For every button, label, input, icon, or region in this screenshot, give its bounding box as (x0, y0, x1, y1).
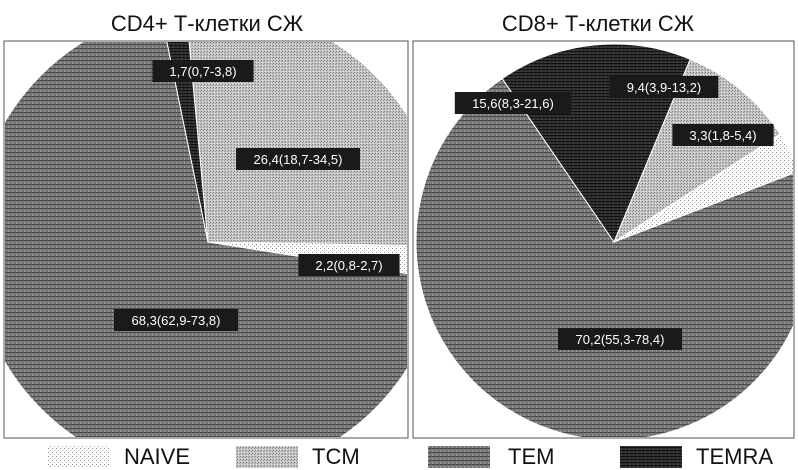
data-label-text: 1,7(0,7-3,8) (169, 64, 236, 79)
legend-label-tcm: TCM (312, 444, 360, 469)
data-label-box (672, 124, 774, 146)
data-label-temra: 1,7(0,7-3,8) (152, 60, 254, 82)
data-label-text: 15,6(8,3-21,6) (472, 96, 554, 111)
data-label-temra: 15,6(8,3-21,6) (454, 92, 572, 114)
data-label-box (454, 92, 572, 114)
data-label-tem: 70,2(55,3-78,4) (558, 328, 682, 350)
legend-swatch-tcm (236, 446, 298, 468)
data-label-text: 3,3(1,8-5,4) (689, 128, 756, 143)
legend-label-tem: TEM (508, 444, 554, 469)
data-label-text: 9,4(3,9-13,2) (627, 80, 701, 95)
pie-slice-naive (207, 241, 407, 275)
legend-label-temra: TEMRA (696, 444, 773, 469)
data-label-text: 2,2(0,8-2,7) (315, 258, 382, 273)
data-label-text: 70,2(55,3-78,4) (576, 332, 665, 347)
pie-slice-tem (415, 77, 793, 437)
data-label-box (114, 309, 238, 331)
pie-slice-tem (5, 42, 407, 437)
pie-slice-tcm (188, 42, 407, 246)
legend-swatch-tem (428, 446, 490, 468)
data-label-tcm: 26,4(18,7-34,5) (236, 148, 360, 170)
data-label-text: 68,3(62,9-73,8) (132, 313, 221, 328)
data-label-box (558, 328, 682, 350)
data-label-box (152, 60, 254, 82)
data-label-text: 26,4(18,7-34,5) (254, 152, 343, 167)
chart-title-cd4: CD4+ Т-клетки СЖ (111, 11, 304, 36)
data-label-naive: 3,3(1,8-5,4) (672, 124, 774, 146)
legend-swatch-temra (620, 446, 682, 468)
data-label-tem: 68,3(62,9-73,8) (114, 309, 238, 331)
pie-cd4: 2,2(0,8-2,7) 26,4(18,7-34,5) 68,3(62,9-73,… (5, 42, 407, 437)
pie-cd8: 3,3(1,8-5,4) 9,4(3,9-13,2) 70,2(55,3-78,4)… (415, 43, 793, 437)
data-label-box (236, 148, 360, 170)
pie-slice-tcm (612, 58, 781, 244)
chart-frame-cd4 (3, 40, 409, 439)
legend: NAIVE TCM TEM TEMRA (48, 444, 773, 469)
legend-label-naive: NAIVE (124, 444, 190, 469)
chart-frame-cd8 (412, 40, 795, 439)
chart-title-cd8: CD8+ Т-клетки СЖ (502, 11, 695, 36)
data-label-naive: 2,2(0,8-2,7) (298, 254, 400, 276)
legend-swatch-naive (48, 446, 110, 468)
data-label-tcm: 9,4(3,9-13,2) (609, 76, 719, 98)
data-label-box (609, 76, 719, 98)
data-label-box (298, 254, 400, 276)
